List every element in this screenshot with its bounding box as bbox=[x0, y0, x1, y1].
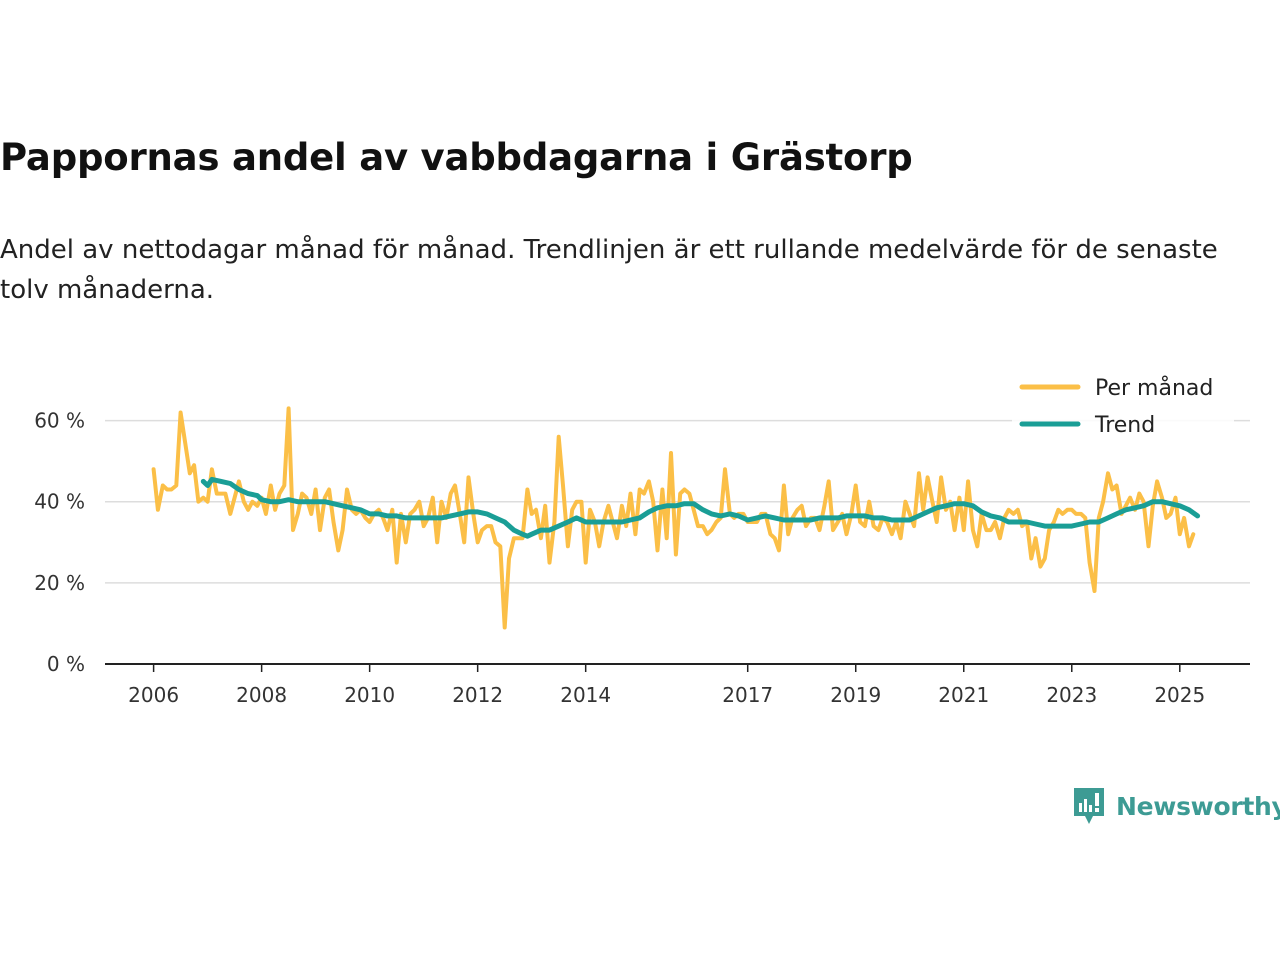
axes: 0 % 20 % 40 % 60 % 2006 2008 2010 2012 2014 2017 2… bbox=[34, 409, 1250, 707]
x-tick-label-2019: 2019 bbox=[830, 683, 881, 707]
series-lines bbox=[151, 406, 1201, 630]
legend-label-per-manad: Per månad bbox=[1095, 375, 1213, 401]
legend-background bbox=[1012, 368, 1234, 444]
y-tick-label-20: 20 % bbox=[34, 571, 85, 595]
y-tick-label-60: 60 % bbox=[34, 409, 85, 433]
brand-name: Newsworthy bbox=[1116, 791, 1280, 821]
x-tick-label-2023: 2023 bbox=[1046, 683, 1097, 707]
chart-subtitle: Andel av nettodagar månad för månad. Tre… bbox=[0, 235, 1218, 305]
y-tick-label-0: 0 % bbox=[47, 652, 85, 676]
series-line-trend bbox=[200, 476, 1201, 539]
newsworthy-logo-icon bbox=[1074, 788, 1104, 824]
x-tick-label-2012: 2012 bbox=[452, 683, 503, 707]
chart-title: Pappornas andel av vabbdagarna i Grästor… bbox=[0, 136, 913, 179]
x-tick-label-2021: 2021 bbox=[938, 683, 989, 707]
x-tick-label-2010: 2010 bbox=[344, 683, 395, 707]
x-tick-label-2008: 2008 bbox=[236, 683, 287, 707]
x-tick-label-2025: 2025 bbox=[1154, 683, 1205, 707]
newsworthy-logo[interactable]: Newsworthy bbox=[1072, 786, 1280, 826]
legend-label-trend: Trend bbox=[1094, 413, 1155, 438]
legend: Per månad Trend bbox=[1012, 368, 1234, 444]
y-tick-label-40: 40 % bbox=[34, 490, 85, 514]
x-tick-label-2014: 2014 bbox=[560, 683, 611, 707]
x-tick-label-2006: 2006 bbox=[128, 683, 179, 707]
x-tick-label-2017: 2017 bbox=[722, 683, 773, 707]
